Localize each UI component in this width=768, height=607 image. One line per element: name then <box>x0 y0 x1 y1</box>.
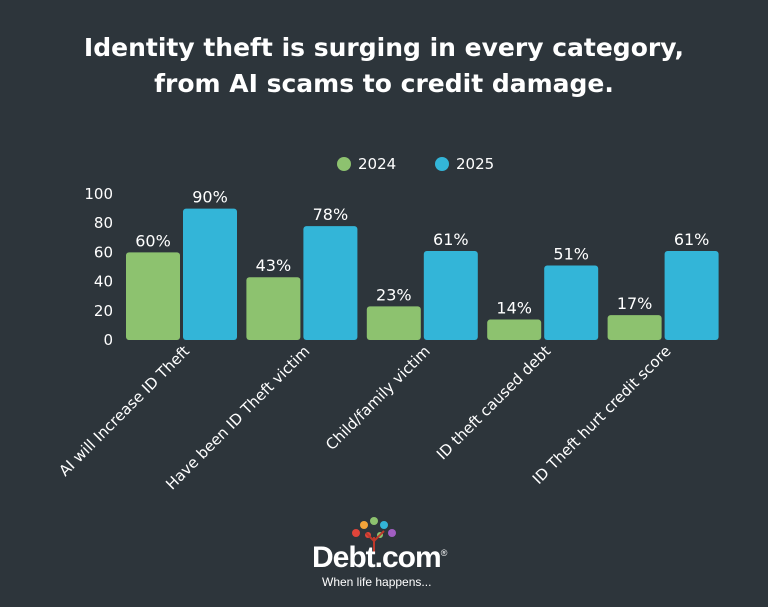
data-label: 61% <box>674 230 710 249</box>
y-tick-label: 40 <box>94 273 113 291</box>
x-tick-label: AI will Increase ID Theft <box>55 342 193 480</box>
legend-label: 2025 <box>456 155 494 173</box>
x-tick-label: Have been ID Theft victim <box>162 342 313 493</box>
bar <box>664 250 719 340</box>
legend-marker <box>435 157 449 171</box>
x-tick-label: ID theft caused debt <box>433 342 554 463</box>
data-label: 60% <box>135 231 171 250</box>
bar <box>303 226 358 340</box>
title-line-1: Identity theft is surging in every categ… <box>83 33 685 62</box>
brand-name: Debt.com <box>312 541 442 574</box>
y-tick-label: 100 <box>84 185 113 203</box>
x-tick-label: ID Theft hurt credit score <box>529 342 675 488</box>
tree-icon <box>352 517 396 553</box>
bar <box>183 208 237 340</box>
data-label: 51% <box>553 245 589 264</box>
data-label: 14% <box>496 299 532 318</box>
legend-marker <box>337 157 351 171</box>
y-tick-label: 80 <box>94 214 113 232</box>
data-label: 17% <box>617 294 653 313</box>
chart-title: Identity theft is surging in every categ… <box>0 30 768 102</box>
bar <box>126 252 180 340</box>
bar <box>544 265 599 340</box>
title-line-2: from AI scams to credit damage. <box>154 69 614 98</box>
data-label: 90% <box>192 188 228 207</box>
data-label: 43% <box>256 256 292 275</box>
bar <box>487 319 542 340</box>
bar <box>607 315 662 340</box>
data-label: 23% <box>376 285 412 304</box>
data-label: 78% <box>313 205 349 224</box>
y-tick-label: 60 <box>94 243 113 261</box>
y-tick-label: 20 <box>94 302 113 320</box>
registered-mark: ® <box>440 548 448 558</box>
bar <box>366 306 421 340</box>
bar <box>246 277 301 340</box>
debt-com-logo: Debt.com® When life happens... <box>300 515 470 590</box>
brand-tagline: When life happens... <box>322 575 432 589</box>
data-label: 61% <box>433 230 469 249</box>
y-tick-label: 0 <box>103 331 113 349</box>
legend-label: 2024 <box>358 155 396 173</box>
x-tick-label: Child/family victim <box>322 342 434 454</box>
bar <box>423 250 478 340</box>
